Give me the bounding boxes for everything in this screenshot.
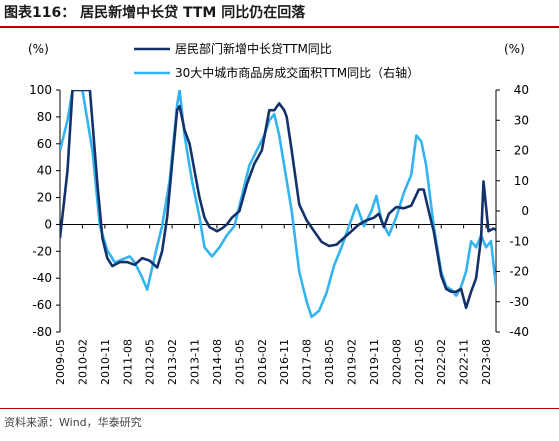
x-tick-label: 2015-05 (233, 339, 246, 385)
x-tick-label: 2021-05 (413, 339, 426, 385)
footer-divider (0, 408, 559, 409)
right-tick-label: -30 (509, 295, 529, 309)
x-tick-label: 2011-08 (121, 339, 134, 385)
x-tick-label: 2017-08 (301, 339, 314, 385)
x-tick-label: 2014-08 (211, 339, 224, 385)
x-tick-label: 2013-02 (166, 339, 179, 385)
left-tick-label: -40 (32, 271, 52, 285)
x-tick-label: 2018-05 (323, 339, 336, 385)
series-line-housing-sales (60, 90, 496, 319)
x-tick-label: 2012-05 (144, 339, 157, 385)
x-tick-label: 2013-11 (189, 339, 202, 385)
x-tick-label: 2023-08 (480, 339, 493, 385)
x-tick-label: 2009-05 (54, 339, 67, 385)
x-tick-label: 2010-02 (76, 339, 89, 385)
right-axis-unit: (%) (504, 42, 525, 56)
x-tick-label: 2022-02 (435, 339, 448, 385)
left-tick-label: -80 (32, 325, 52, 339)
right-tick-label: 20 (514, 144, 529, 158)
left-tick-label: 20 (37, 191, 52, 205)
x-tick-label: 2019-02 (345, 339, 358, 385)
left-tick-label: 60 (37, 137, 52, 151)
left-tick-label: 80 (37, 110, 52, 124)
x-tick-label: 2010-11 (99, 339, 112, 385)
legend-background (130, 38, 490, 84)
left-tick-label: 0 (44, 217, 52, 231)
right-tick-label: 30 (514, 113, 529, 127)
x-tick-label: 2020-08 (390, 339, 403, 385)
chart-title: 图表116： 居民新增中长贷 TTM 同比仍在回落 (4, 5, 306, 21)
x-tick-label: 2022-11 (458, 339, 471, 385)
right-tick-label: 10 (514, 174, 529, 188)
legend-item-housing-sales: 30大中城市商品房成交面积TTM同比（右轴） (175, 65, 419, 80)
legend-item-household-loans: 居民部门新增中长贷TTM同比 (175, 41, 332, 56)
title-divider (0, 26, 559, 28)
left-axis-unit: (%) (28, 42, 49, 56)
right-tick-label: -40 (509, 325, 529, 339)
right-tick-label: 0 (521, 204, 529, 218)
x-tick-label: 2016-02 (256, 339, 269, 385)
right-tick-label: -10 (509, 234, 529, 248)
x-tick-label: 2016-11 (278, 339, 291, 385)
left-tick-label: 40 (37, 164, 52, 178)
series-line-household-loans (60, 90, 496, 310)
right-tick-label: 40 (514, 83, 529, 97)
left-tick-label: 100 (29, 83, 52, 97)
x-tick-label: 2019-11 (368, 339, 381, 385)
left-tick-label: -60 (32, 298, 52, 312)
left-tick-label: -20 (32, 244, 52, 258)
source-note: 资料来源：Wind，华泰研究 (4, 416, 142, 429)
right-tick-label: -20 (509, 265, 529, 279)
